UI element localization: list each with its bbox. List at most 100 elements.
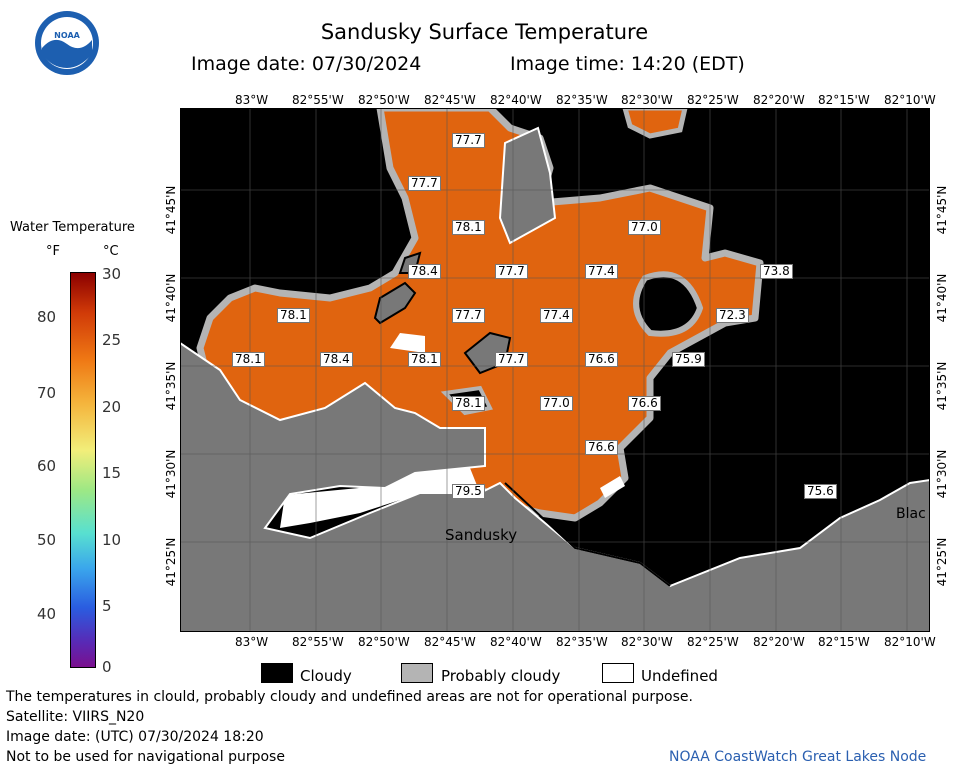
satellite-text: Satellite: VIIRS_N20 — [6, 709, 145, 725]
lon-label: 82°10'W — [884, 93, 936, 107]
temp-label: 75.9 — [672, 352, 705, 367]
lat-label: 41°25'N — [935, 537, 949, 587]
temp-label: 75.6 — [804, 484, 837, 499]
lon-label: 82°35'W — [556, 635, 608, 649]
temp-label: 78.1 — [408, 352, 441, 367]
legend-label-probably-cloudy: Probably cloudy — [441, 667, 561, 685]
lat-label: 41°40'N — [164, 273, 178, 323]
sst-map: 77.7 77.7 78.1 77.0 78.4 77.7 77.4 73.8 … — [179, 104, 931, 633]
colorbar-c-tick: 15 — [102, 464, 122, 482]
undefined-area — [600, 476, 625, 498]
temp-label: 77.4 — [540, 308, 573, 323]
lon-label: 82°40'W — [490, 93, 542, 107]
utc-date-text: Image date: (UTC) 07/30/2024 18:20 — [6, 729, 264, 745]
land-edge — [504, 482, 671, 587]
temp-label: 77.7 — [452, 308, 485, 323]
colorbar-f-tick: 40 — [37, 605, 57, 623]
svg-text:NOAA: NOAA — [54, 31, 80, 40]
lon-label: 82°40'W — [490, 635, 542, 649]
map-canvas — [179, 104, 931, 633]
lon-label: 82°30'W — [621, 93, 673, 107]
lon-label: 82°20'W — [753, 93, 805, 107]
temp-label: 73.8 — [760, 264, 793, 279]
place-label-sandusky: Sandusky — [445, 526, 518, 544]
lon-label: 82°20'W — [753, 635, 805, 649]
colorbar-f-tick: 50 — [37, 531, 57, 549]
temp-label: 78.4 — [408, 264, 441, 279]
temp-label: 76.6 — [628, 396, 661, 411]
temp-label: 77.7 — [408, 176, 441, 191]
navigation-warning: Not to be used for navigational purpose — [6, 749, 285, 765]
lon-label: 82°15'W — [818, 93, 870, 107]
credit-text: NOAA CoastWatch Great Lakes Node — [669, 749, 927, 765]
temp-label: 77.7 — [495, 352, 528, 367]
colorbar — [70, 272, 96, 668]
temp-label: 77.7 — [452, 133, 485, 148]
undefined-area — [390, 333, 425, 353]
colorbar-c-tick: 20 — [102, 398, 122, 416]
noaa-logo: NOAA — [34, 10, 100, 76]
colorbar-c-tick: 25 — [102, 331, 122, 349]
colorbar-c-tick: 0 — [102, 658, 112, 676]
colorbar-c-tick: 10 — [102, 531, 122, 549]
colorbar-unit-c: °C — [103, 244, 119, 259]
temp-label: 77.7 — [495, 264, 528, 279]
lat-label: 41°35'N — [164, 361, 178, 411]
lon-label: 82°45'W — [424, 635, 476, 649]
temp-label: 77.0 — [540, 396, 573, 411]
legend-label-undefined: Undefined — [641, 667, 718, 685]
colorbar-unit-f: °F — [46, 244, 60, 259]
colorbar-f-tick: 60 — [37, 457, 57, 475]
lat-label: 41°45'N — [164, 185, 178, 235]
land — [179, 341, 931, 633]
temp-label: 77.4 — [585, 264, 618, 279]
island — [373, 281, 417, 325]
undefined-area — [280, 468, 480, 528]
lon-label: 82°55'W — [292, 93, 344, 107]
temp-label: 78.4 — [320, 352, 353, 367]
colorbar-f-tick: 70 — [37, 384, 57, 402]
lon-label: 82°30'W — [621, 635, 673, 649]
lon-label: 82°25'W — [687, 93, 739, 107]
lat-label: 41°35'N — [935, 361, 949, 411]
temp-label: 76.6 — [585, 440, 618, 455]
lat-label: 41°25'N — [164, 537, 178, 587]
island — [498, 126, 557, 245]
lon-label: 82°50'W — [358, 635, 410, 649]
lon-label: 82°10'W — [884, 635, 936, 649]
temp-label: 78.1 — [232, 352, 265, 367]
legend-swatch-probably-cloudy — [401, 663, 433, 683]
legend-swatch-cloudy — [261, 663, 293, 683]
image-date: Image date: 07/30/2024 — [191, 53, 422, 75]
page-title: Sandusky Surface Temperature — [320, 20, 649, 44]
place-label-blac: Blac — [896, 506, 926, 522]
lon-label: 82°55'W — [292, 635, 344, 649]
lon-label: 82°15'W — [818, 635, 870, 649]
temp-label: 77.0 — [628, 220, 661, 235]
temp-label: 78.1 — [452, 220, 485, 235]
temp-label: 78.1 — [452, 396, 485, 411]
lon-label: 83°W — [235, 635, 269, 649]
legend-label-cloudy: Cloudy — [300, 667, 352, 685]
image-time: Image time: 14:20 (EDT) — [510, 53, 745, 75]
legend-swatch-undefined — [602, 663, 634, 683]
lon-label: 82°50'W — [358, 93, 410, 107]
disclaimer-text: The temperatures in clould, probably clo… — [6, 689, 693, 705]
temp-label: 72.3 — [716, 308, 749, 323]
lat-label: 41°40'N — [935, 273, 949, 323]
lon-label: 83°W — [235, 93, 269, 107]
temp-label: 78.1 — [277, 308, 310, 323]
colorbar-c-tick: 30 — [102, 265, 122, 283]
colorbar-title: Water Temperature — [10, 220, 135, 235]
temp-label: 79.5 — [452, 484, 485, 499]
colorbar-f-tick: 80 — [37, 308, 57, 326]
lon-label: 82°45'W — [424, 93, 476, 107]
temp-label: 76.6 — [585, 352, 618, 367]
lat-label: 41°30'N — [935, 449, 949, 499]
graticule — [180, 108, 930, 632]
colorbar-c-tick: 5 — [102, 597, 112, 615]
lon-label: 82°25'W — [687, 635, 739, 649]
lat-label: 41°30'N — [164, 449, 178, 499]
lat-label: 41°45'N — [935, 185, 949, 235]
lon-label: 82°35'W — [556, 93, 608, 107]
